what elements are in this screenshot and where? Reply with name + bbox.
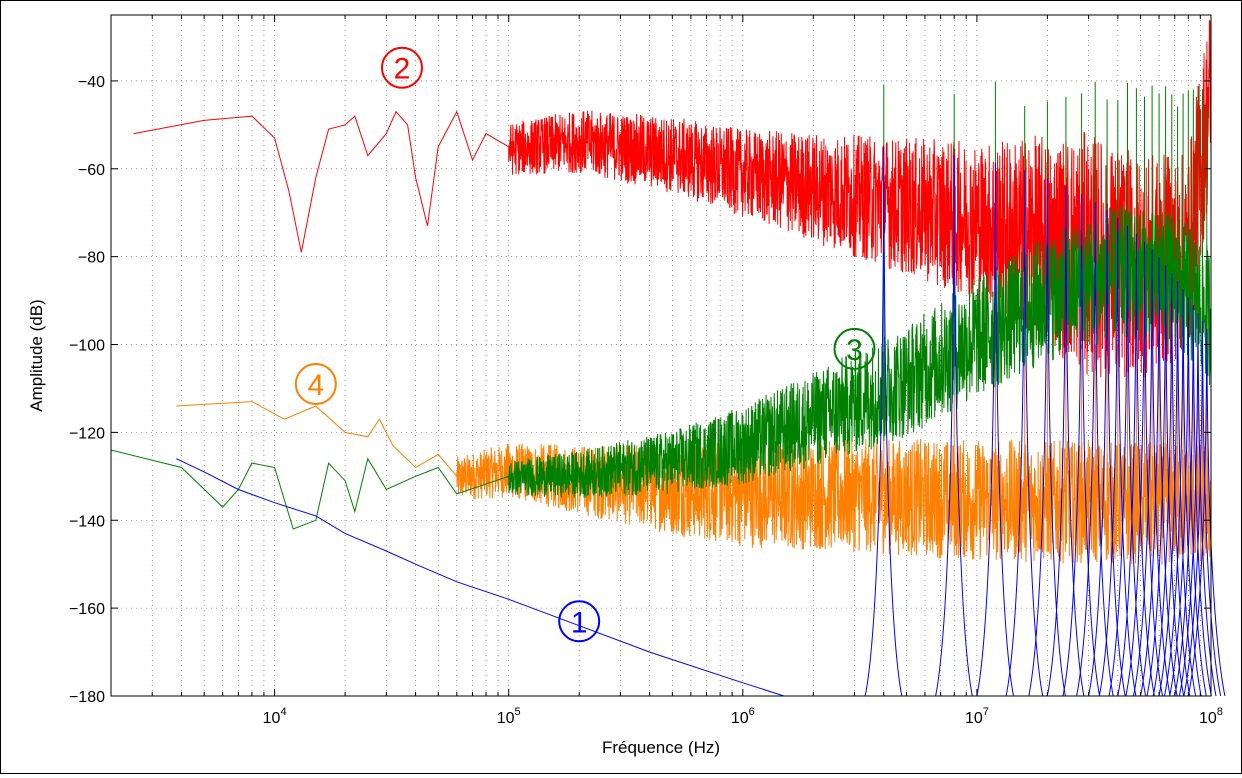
- series-1-peak: [1158, 281, 1197, 697]
- series-1-peak: [1152, 273, 1191, 697]
- x-tick-label: 106: [731, 706, 755, 727]
- x-tick-label: 104: [263, 706, 287, 727]
- series-1-peak: [1174, 304, 1212, 697]
- y-axis-label: Amplitude (dB): [27, 299, 46, 411]
- x-tick-label: 105: [497, 706, 521, 727]
- x-tick-label: 108: [1199, 706, 1223, 727]
- series-4-marker-circle: [294, 363, 337, 406]
- series-1-line: [176, 458, 785, 697]
- series-1-peak: [935, 154, 973, 697]
- series-1-peak: [1169, 297, 1207, 697]
- y-tick-label: −180: [69, 689, 105, 706]
- series-1-peak: [1046, 186, 1085, 697]
- y-tick-label: −40: [78, 74, 105, 91]
- series-1-marker-circle: [558, 600, 601, 643]
- series-1-peak: [1062, 194, 1101, 697]
- series-1-peak: [1108, 225, 1147, 697]
- series-1-peak: [976, 162, 1014, 697]
- series-1-peak: [1125, 241, 1163, 697]
- x-tick-label: 107: [965, 706, 989, 727]
- series-1-peak: [1187, 328, 1226, 697]
- y-tick-label: −100: [69, 338, 105, 355]
- series-1-peak: [1140, 257, 1178, 697]
- series-1-peak: [1117, 233, 1155, 697]
- series-1-peak: [1028, 178, 1066, 697]
- axes-box: [110, 14, 1212, 697]
- tick-group: 104 105 106 107 108 −40 −60 −80 −100 −120 −140 −160…: [69, 15, 1223, 727]
- x-axis-label: Fréquence (Hz): [602, 738, 720, 757]
- series-2-marker-label: 2: [394, 53, 411, 86]
- series-1-peak: [1164, 289, 1202, 697]
- y-tick-label: −120: [69, 425, 105, 442]
- series-group: [110, 19, 1226, 697]
- series-3-marker-label: 3: [846, 334, 863, 367]
- series-1-peak: [1076, 202, 1114, 697]
- series-1: [176, 146, 1226, 697]
- series-3-marker-circle: [833, 327, 876, 370]
- series-1-peak: [1178, 312, 1217, 697]
- y-tick-label: −80: [78, 250, 105, 267]
- y-tick-label: −140: [69, 513, 105, 530]
- series-1-peak: [1005, 170, 1044, 697]
- series-1-peak: [1088, 210, 1126, 697]
- series-1-peak: [864, 146, 903, 697]
- series-1-peak: [1133, 249, 1171, 697]
- y-tick-label: −160: [69, 601, 105, 618]
- annotation-group: 1 2 3 4: [294, 46, 876, 643]
- series-4-marker-label: 4: [308, 369, 325, 402]
- series-2-marker-circle: [380, 46, 423, 89]
- series-3-line: [110, 206, 1212, 530]
- series-1-marker-label: 1: [571, 606, 588, 639]
- y-tick-label: −60: [78, 162, 105, 179]
- series-1-peak: [1098, 217, 1137, 697]
